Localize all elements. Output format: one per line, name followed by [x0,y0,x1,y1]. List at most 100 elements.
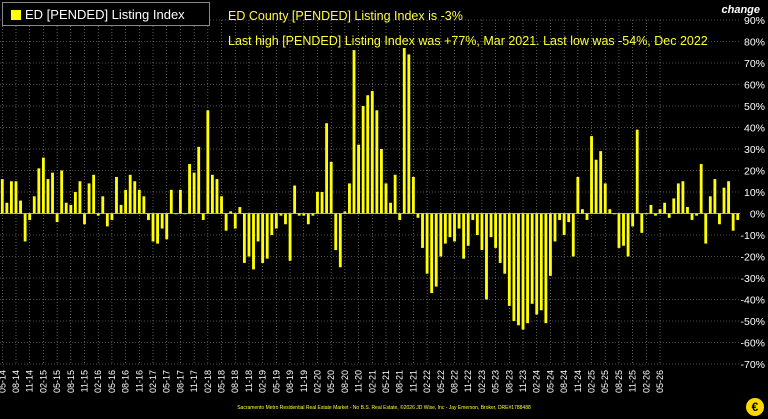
bar [0,179,4,214]
bar [416,213,420,218]
bar [462,213,466,259]
bar [695,213,699,216]
bar [261,213,265,263]
x-tick-label: 05-15 [52,370,62,393]
bar [352,50,356,214]
bar [571,213,575,257]
bar [238,207,242,214]
bar [274,213,278,229]
x-tick-label: 02-21 [367,370,377,393]
bar [78,181,82,214]
bar [357,144,360,214]
bar [690,213,694,220]
bar [210,174,214,214]
bar [457,213,461,229]
bar [160,213,164,229]
x-tick-label: 02-26 [641,370,651,393]
footer-credit: Sacramento Metro Residential Real Estate… [237,405,531,411]
bar [256,213,260,242]
y-tick-label: 30% [744,144,765,156]
x-tick-label: 05-26 [655,370,665,393]
bar [338,213,342,268]
bar [206,110,210,214]
bar [370,90,374,214]
y-tick-label: 60% [744,80,765,92]
bar [453,213,456,242]
bar [242,213,246,263]
bar [380,149,383,214]
bar [704,213,708,244]
bar [526,213,530,324]
bar [475,213,479,235]
bar [580,209,584,214]
x-tick-label: 02-23 [477,370,487,393]
bar [699,164,703,214]
bar [83,213,86,225]
y-tick-label: 0% [750,209,765,221]
bar [233,213,237,229]
bar [60,170,64,214]
bar [521,213,525,330]
bar [73,192,77,214]
x-tick-label: 02-17 [148,370,158,393]
bar [14,181,18,214]
bar [320,192,324,214]
x-tick-label: 08-20 [340,370,350,393]
x-tick-label: 05-17 [162,370,172,393]
bar [69,204,73,214]
x-tick-label: 11-20 [354,370,364,392]
bar [361,106,365,214]
bar [466,213,470,246]
bar [325,123,329,214]
bar [329,161,333,214]
y-tick-label: 20% [744,166,765,178]
bar [731,213,735,231]
bar [599,151,603,214]
bar [343,211,347,214]
bar [270,213,274,235]
bar [407,54,411,214]
y-tick-label: -10% [740,230,765,242]
bar [375,110,379,214]
x-tick-label: 11-17 [189,370,199,392]
bar [402,47,406,214]
bar [87,183,91,214]
bar [192,172,196,214]
bar [421,213,424,248]
bar [530,213,534,304]
bar [539,213,543,311]
bar [133,181,137,214]
y-tick-label: 90% [744,15,765,27]
bar [594,159,598,214]
bar [398,213,402,220]
bar [19,200,22,214]
bar [37,168,41,214]
bar [288,213,292,261]
x-tick-label: 08-21 [395,370,405,393]
bar [105,213,109,227]
brand-logo: € [746,398,764,416]
bar [137,189,141,214]
bar [649,204,653,214]
y-tick-label: -60% [740,338,765,350]
legend: ED [PENDED] Listing Index [2,2,210,26]
bar [293,185,297,214]
bar [727,181,730,214]
bar [654,213,657,216]
bar [667,213,671,218]
y-tick-label: 50% [744,101,765,113]
bar [316,192,319,214]
bar [425,213,429,274]
annotation-high-low: Last high [PENDED] Listing Index was +77… [228,34,708,48]
annotation-current: ED County [PENDED] Listing Index is -3% [228,9,463,23]
bar [622,213,625,246]
y-tick-label: -20% [740,252,765,264]
bar [124,189,128,214]
bar [549,213,552,276]
x-tick-label: 02-18 [203,370,213,393]
bar [608,209,612,214]
bar [393,174,397,214]
bar [156,213,160,244]
x-tick-label: 05-16 [107,370,117,393]
bar [722,187,726,214]
